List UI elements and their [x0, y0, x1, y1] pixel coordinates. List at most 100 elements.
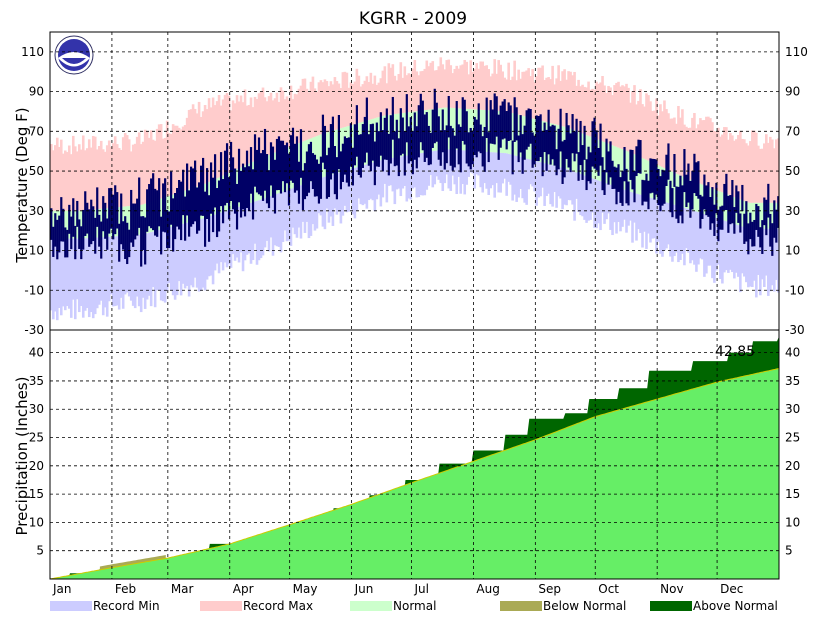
record-min-bar — [221, 212, 225, 271]
legend-label: Record Min — [93, 599, 160, 613]
record-max-bar — [735, 139, 738, 198]
normal-bar — [639, 157, 642, 195]
record-max-bar — [669, 118, 672, 171]
record-min-bar — [165, 228, 169, 292]
record-max-bar — [223, 94, 227, 175]
record-max-bar — [367, 81, 371, 121]
record-min-bar — [689, 209, 692, 264]
normal-bar — [373, 118, 377, 163]
record-min-bar — [695, 211, 698, 272]
record-min-bar — [345, 170, 349, 213]
record-max-bar — [549, 79, 552, 124]
record-max-bar — [253, 96, 257, 162]
month-tick-label: Mar — [171, 582, 194, 596]
record-max-bar — [687, 127, 690, 180]
record-max-bar — [355, 68, 359, 124]
record-min-bar — [525, 158, 528, 205]
normal-bar — [585, 135, 588, 177]
record-min-bar — [75, 238, 79, 300]
record-min-bar — [95, 237, 99, 309]
record-max-bar — [95, 149, 99, 210]
record-min-bar — [569, 170, 572, 201]
record-max-bar — [391, 64, 395, 115]
record-min-bar — [555, 166, 558, 208]
record-max-bar — [373, 75, 377, 119]
record-min-bar — [495, 152, 498, 184]
record-min-bar — [693, 210, 696, 265]
record-max-bar — [495, 73, 498, 111]
record-max-bar — [761, 148, 764, 203]
record-min-bar — [81, 238, 85, 318]
month-tick-label: Oct — [598, 582, 619, 596]
record-min-bar — [307, 182, 311, 239]
chart-title: KGRR - 2009 — [359, 9, 467, 29]
record-min-bar — [57, 238, 61, 309]
record-min-bar — [267, 196, 271, 252]
record-min-bar — [187, 222, 191, 297]
normal-bar — [693, 181, 696, 211]
record-max-bar — [653, 110, 656, 164]
record-min-bar — [421, 152, 425, 196]
record-max-bar — [379, 78, 383, 117]
record-min-bar — [123, 235, 127, 295]
record-max-bar — [61, 153, 65, 211]
record-max-bar — [399, 62, 403, 114]
record-max-bar — [325, 81, 329, 133]
record-min-bar — [657, 199, 660, 242]
record-max-bar — [545, 77, 548, 123]
record-max-bar — [131, 144, 135, 206]
record-max-bar — [317, 82, 321, 136]
normal-bar — [439, 108, 443, 150]
record-min-bar — [755, 228, 758, 298]
record-max-bar — [123, 133, 127, 207]
record-min-bar — [491, 152, 494, 186]
record-min-bar — [431, 151, 435, 188]
record-max-bar — [255, 99, 259, 161]
record-max-bar — [209, 107, 213, 182]
record-max-bar — [449, 65, 453, 108]
record-max-bar — [579, 86, 582, 133]
legend-label: Above Normal — [693, 599, 778, 613]
record-min-bar — [209, 216, 213, 276]
record-min-bar — [763, 228, 766, 288]
record-min-bar — [303, 183, 307, 233]
record-min-bar — [367, 163, 371, 201]
record-max-bar — [69, 154, 73, 211]
record-max-bar — [469, 60, 473, 110]
record-min-bar — [183, 223, 187, 289]
record-max-bar — [755, 132, 758, 203]
record-min-bar — [259, 199, 263, 259]
record-min-bar — [389, 158, 393, 186]
record-max-bar — [767, 142, 770, 203]
record-min-bar — [155, 230, 159, 291]
normal-bar — [159, 198, 163, 230]
record-min-bar — [641, 195, 644, 248]
record-max-bar — [333, 77, 337, 131]
record-min-bar — [239, 206, 243, 253]
record-max-bar — [417, 75, 421, 111]
record-max-bar — [225, 92, 229, 174]
record-max-bar — [651, 110, 654, 163]
record-min-bar — [413, 154, 417, 188]
record-max-bar — [207, 98, 211, 183]
record-max-bar — [77, 144, 81, 211]
record-min-bar — [653, 198, 656, 239]
record-min-bar — [437, 150, 441, 180]
record-min-bar — [423, 152, 427, 196]
record-min-bar — [373, 162, 377, 212]
record-max-bar — [673, 117, 676, 173]
record-max-bar — [235, 95, 239, 170]
record-max-bar — [403, 66, 407, 113]
record-max-bar — [473, 68, 477, 110]
record-max-bar — [239, 95, 243, 168]
record-min-bar — [175, 225, 179, 296]
record-min-bar — [393, 157, 397, 205]
record-max-bar — [617, 81, 620, 148]
temp-tick-left: 90 — [29, 85, 44, 99]
record-min-bar — [371, 162, 375, 201]
record-min-bar — [649, 197, 652, 243]
record-max-bar — [341, 72, 345, 128]
record-min-bar — [489, 152, 492, 189]
record-min-bar — [375, 161, 379, 200]
